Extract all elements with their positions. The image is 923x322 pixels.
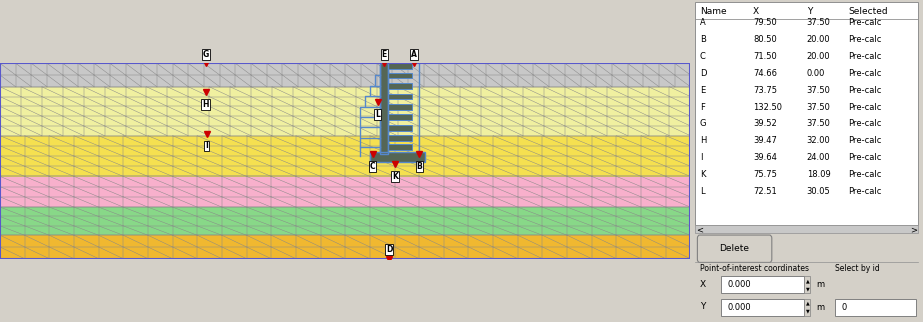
Text: H: H <box>700 137 706 145</box>
Text: Point-of-interest coordinates: Point-of-interest coordinates <box>700 264 809 273</box>
Text: ▼: ▼ <box>806 286 809 291</box>
Text: 71.50: 71.50 <box>753 52 777 61</box>
Text: 72.51: 72.51 <box>753 187 777 196</box>
Text: D: D <box>386 245 392 254</box>
Text: 39.64: 39.64 <box>753 153 777 162</box>
Bar <box>0 87 690 136</box>
Text: Select by id: Select by id <box>834 264 880 273</box>
Text: 37.50: 37.50 <box>807 86 831 95</box>
Text: 0.000: 0.000 <box>727 303 751 312</box>
Text: B: B <box>700 35 705 44</box>
Bar <box>695 225 918 233</box>
Bar <box>380 63 389 155</box>
Text: Y: Y <box>807 7 812 16</box>
Text: 37.50: 37.50 <box>807 103 831 111</box>
Text: L: L <box>376 110 380 119</box>
Text: Selected: Selected <box>848 7 888 16</box>
Text: Pre-calc: Pre-calc <box>848 187 882 196</box>
Text: 75.75: 75.75 <box>753 170 777 179</box>
Text: >: > <box>910 225 917 234</box>
Bar <box>389 135 412 141</box>
Bar <box>389 125 412 130</box>
Bar <box>0 207 690 235</box>
Text: E: E <box>381 50 387 59</box>
Text: L: L <box>700 187 704 196</box>
Bar <box>389 104 412 110</box>
Bar <box>389 83 412 89</box>
Text: 0.000: 0.000 <box>727 280 751 289</box>
Text: Pre-calc: Pre-calc <box>848 137 882 145</box>
Text: G: G <box>700 119 706 128</box>
Text: Y: Y <box>700 302 705 311</box>
Text: ▲: ▲ <box>806 300 809 306</box>
Text: 0: 0 <box>842 303 846 312</box>
Bar <box>0 136 690 177</box>
Text: X: X <box>753 7 760 16</box>
Bar <box>0 63 690 87</box>
Bar <box>695 2 918 225</box>
Text: D: D <box>700 69 706 78</box>
Text: Pre-calc: Pre-calc <box>848 103 882 111</box>
Text: 132.50: 132.50 <box>753 103 782 111</box>
Text: Name: Name <box>700 7 726 16</box>
Text: Pre-calc: Pre-calc <box>848 153 882 162</box>
Text: E: E <box>700 86 705 95</box>
Text: 37.50: 37.50 <box>807 119 831 128</box>
Text: Delete: Delete <box>720 244 749 253</box>
Text: K: K <box>700 170 705 179</box>
Text: F: F <box>700 103 704 111</box>
Bar <box>0 235 690 259</box>
Text: 80.50: 80.50 <box>753 35 777 44</box>
Text: Pre-calc: Pre-calc <box>848 52 882 61</box>
Text: C: C <box>700 52 705 61</box>
Text: 79.50: 79.50 <box>753 18 777 27</box>
Text: H: H <box>202 100 209 109</box>
Text: X: X <box>700 279 706 289</box>
Text: m: m <box>816 280 824 289</box>
Text: I: I <box>205 141 208 150</box>
Text: Pre-calc: Pre-calc <box>848 119 882 128</box>
Text: 73.75: 73.75 <box>753 86 777 95</box>
Bar <box>389 144 412 150</box>
Bar <box>721 276 804 293</box>
Text: 32.00: 32.00 <box>807 137 831 145</box>
Bar <box>389 114 412 120</box>
Text: Pre-calc: Pre-calc <box>848 18 882 27</box>
Text: 39.52: 39.52 <box>753 119 777 128</box>
Text: 37.50: 37.50 <box>807 18 831 27</box>
Text: 20.00: 20.00 <box>807 52 831 61</box>
Text: <: < <box>696 225 703 234</box>
Text: ▲: ▲ <box>806 278 809 283</box>
Bar <box>804 299 810 316</box>
Text: 39.47: 39.47 <box>753 137 777 145</box>
Bar <box>389 93 412 99</box>
Text: K: K <box>391 172 398 181</box>
Text: m: m <box>816 303 824 312</box>
Text: 18.09: 18.09 <box>807 170 831 179</box>
Bar <box>370 152 425 162</box>
Bar <box>389 73 412 79</box>
Bar <box>0 177 690 207</box>
Text: Pre-calc: Pre-calc <box>848 35 882 44</box>
Text: B: B <box>416 162 423 171</box>
Text: Pre-calc: Pre-calc <box>848 69 882 78</box>
Bar <box>389 63 412 69</box>
Text: 74.66: 74.66 <box>753 69 777 78</box>
Text: 20.00: 20.00 <box>807 35 831 44</box>
Bar <box>804 276 810 293</box>
Text: A: A <box>700 18 705 27</box>
Text: A: A <box>412 50 417 59</box>
Bar <box>721 299 804 316</box>
Text: C: C <box>370 162 376 171</box>
Text: ▼: ▼ <box>806 309 809 314</box>
Text: I: I <box>700 153 702 162</box>
Text: G: G <box>203 50 209 59</box>
Text: Pre-calc: Pre-calc <box>848 170 882 179</box>
Text: 30.05: 30.05 <box>807 187 831 196</box>
Text: 24.00: 24.00 <box>807 153 831 162</box>
Text: Pre-calc: Pre-calc <box>848 86 882 95</box>
FancyBboxPatch shape <box>698 235 772 262</box>
Text: 0.00: 0.00 <box>807 69 825 78</box>
Bar <box>834 299 916 316</box>
